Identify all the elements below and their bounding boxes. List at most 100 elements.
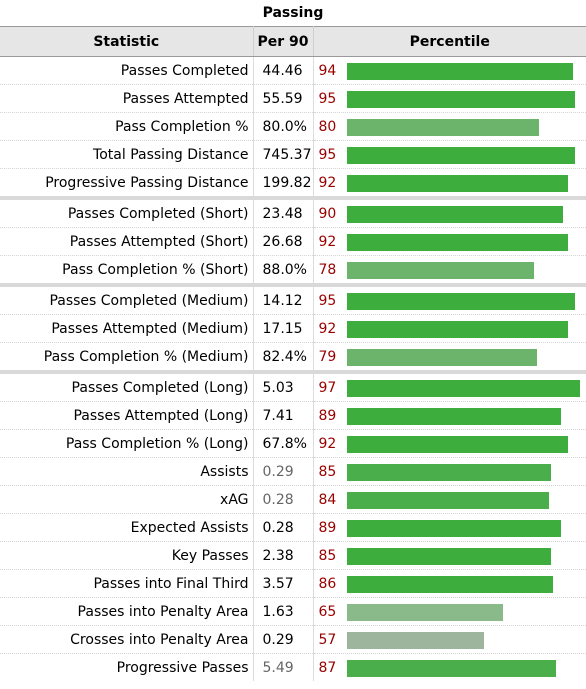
percentile-bar [346,547,551,565]
table-row: Expected Assists 0.28 89 [0,513,586,542]
percentile-value: 85 [318,547,337,564]
percentile-bar [346,320,568,338]
percentile-cell: 57 [313,625,586,654]
per90-value: 23.48 [253,196,314,228]
percentile-bar [346,407,561,425]
per90-value: 745.37 [253,140,314,169]
table-row: Passes Completed (Short) 23.48 90 [0,196,586,228]
table-row: Pass Completion % (Short) 88.0% 78 [0,255,586,285]
percentile-bar [346,261,534,279]
percentile-cell: 87 [313,653,586,681]
percentile-cell: 95 [313,140,586,169]
header-statistic[interactable]: Statistic [0,26,254,57]
percentile-bar [346,292,575,310]
per90-value: 5.03 [253,370,314,402]
percentile-bar [346,659,556,677]
table-row: Progressive Passes 5.49 87 [0,653,586,681]
per90-value: 82.4% [253,342,314,372]
stat-label: Progressive Passing Distance [0,168,254,198]
stat-label: Passes Completed (Long) [0,370,254,402]
percentile-bar [346,491,549,509]
header-per90[interactable]: Per 90 [253,26,314,57]
percentile-bar [346,631,484,649]
per90-value: 55.59 [253,84,314,113]
table-row: Pass Completion % 80.0% 80 [0,112,586,141]
percentile-cell: 92 [313,168,586,198]
percentile-value: 97 [318,379,337,396]
percentile-value: 87 [318,659,337,676]
percentile-cell: 79 [313,342,586,372]
table-row: Passes Attempted 55.59 95 [0,84,586,113]
stat-label: Expected Assists [0,513,254,542]
percentile-value: 90 [318,205,337,222]
table-row: Passes Completed (Long) 5.03 97 [0,370,586,402]
per90-value: 80.0% [253,112,314,141]
percentile-cell: 78 [313,255,586,285]
percentile-cell: 65 [313,597,586,626]
percentile-cell: 92 [313,227,586,256]
stat-label: Assists [0,457,254,486]
stat-label: Passes Completed [0,56,254,85]
stat-label: Passes Attempted (Medium) [0,314,254,343]
percentile-bar [346,205,563,223]
header-row: Statistic Per 90 Percentile [0,26,586,57]
stat-label: Crosses into Penalty Area [0,625,254,654]
header-percentile[interactable]: Percentile [313,26,586,57]
per90-value: 7.41 [253,401,314,430]
percentile-value: 95 [318,90,337,107]
percentile-cell: 89 [313,401,586,430]
per90-value: 1.63 [253,597,314,626]
percentile-value: 84 [318,491,337,508]
per90-value: 0.29 [253,625,314,654]
percentile-bar [346,435,568,453]
stat-label: Pass Completion % [0,112,254,141]
stat-label: Pass Completion % (Long) [0,429,254,458]
percentile-cell: 86 [313,569,586,598]
stat-label: Passes Attempted (Long) [0,401,254,430]
percentile-cell: 95 [313,84,586,113]
table-row: Key Passes 2.38 85 [0,541,586,570]
per90-value: 2.38 [253,541,314,570]
table-row: Assists 0.29 85 [0,457,586,486]
percentile-value: 57 [318,631,337,648]
per90-value: 67.8% [253,429,314,458]
per90-value: 5.49 [253,653,314,681]
stat-label: Pass Completion % (Short) [0,255,254,285]
stat-label: Passes Attempted (Short) [0,227,254,256]
percentile-value: 80 [318,118,337,135]
stat-label: xAG [0,485,254,514]
table-row: Passes Completed (Medium) 14.12 95 [0,283,586,315]
percentile-bar [346,519,561,537]
percentile-cell: 92 [313,314,586,343]
percentile-value: 89 [318,519,337,536]
percentile-cell: 92 [313,429,586,458]
percentile-cell: 84 [313,485,586,514]
table-row: Crosses into Penalty Area 0.29 57 [0,625,586,654]
percentile-value: 95 [318,292,337,309]
percentile-cell: 97 [313,370,586,402]
table-row: Passes Completed 44.46 94 [0,56,586,85]
percentile-value: 95 [318,146,337,163]
table-row: Passes into Final Third 3.57 86 [0,569,586,598]
percentile-value: 78 [318,261,337,278]
stat-label: Passes Attempted [0,84,254,113]
percentile-value: 92 [318,435,337,452]
per90-value: 26.68 [253,227,314,256]
percentile-cell: 85 [313,541,586,570]
percentile-value: 92 [318,320,337,337]
per90-value: 0.28 [253,513,314,542]
table-row: Passes Attempted (Short) 26.68 92 [0,227,586,256]
percentile-bar [346,463,551,481]
stat-label: Passes Completed (Short) [0,196,254,228]
per90-value: 199.82 [253,168,314,198]
table-row: xAG 0.28 84 [0,485,586,514]
percentile-bar [346,348,537,366]
percentile-bar [346,603,503,621]
percentile-cell: 90 [313,196,586,228]
percentile-bar [346,118,539,136]
stat-label: Passes Completed (Medium) [0,283,254,315]
percentile-bar [346,90,575,108]
table-row: Passes into Penalty Area 1.63 65 [0,597,586,626]
stat-label: Progressive Passes [0,653,254,681]
per90-value: 14.12 [253,283,314,315]
